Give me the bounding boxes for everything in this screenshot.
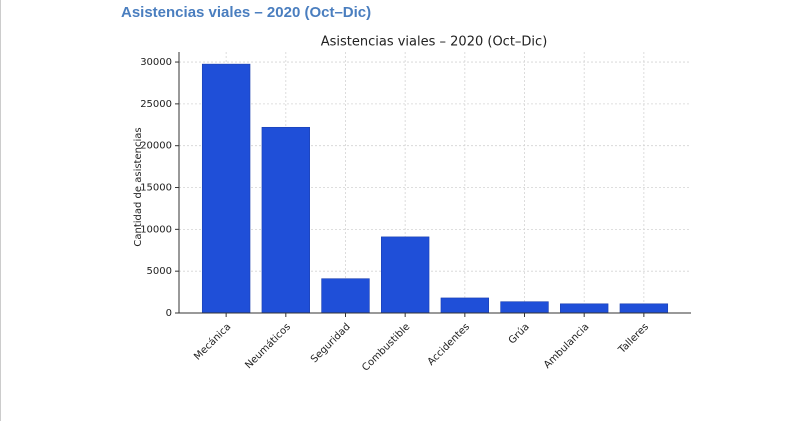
bar — [380, 236, 430, 314]
y-tick-label: 10000 — [140, 224, 172, 235]
x-tick-label: Combustible — [360, 321, 412, 373]
bar — [560, 303, 609, 314]
x-tick-label: Grúa — [506, 321, 532, 347]
x-tick-label: Neumáticos — [243, 321, 293, 371]
chart-title: Asistencias viales – 2020 (Oct–Dic) — [321, 35, 548, 50]
y-tick-label: 30000 — [140, 57, 172, 68]
bar — [321, 278, 370, 314]
y-tick-label: 15000 — [140, 183, 172, 194]
y-tick-label: 25000 — [140, 99, 172, 110]
x-tick-label: Ambulancia — [542, 321, 591, 370]
bar — [440, 297, 490, 314]
x-tick-label: Mecánica — [192, 321, 234, 363]
x-tick-label: Talleres — [616, 321, 651, 356]
x-tick-label: Seguridad — [309, 321, 353, 365]
page-title: Asistencias viales – 2020 (Oct–Dic) — [121, 4, 372, 21]
bar — [619, 303, 669, 314]
y-tick-label: 5000 — [147, 266, 172, 277]
y-axis-label: Cantidad de asistencias — [133, 127, 144, 246]
bar — [261, 126, 310, 314]
y-tick-label: 0 — [166, 308, 172, 319]
bar — [500, 301, 549, 314]
y-tick-label: 20000 — [140, 141, 172, 152]
x-tick-label: Accidentes — [426, 321, 472, 367]
bar — [201, 63, 251, 314]
